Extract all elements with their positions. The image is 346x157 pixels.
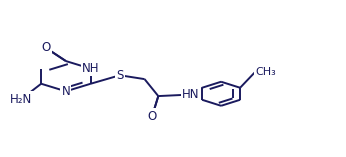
Text: S: S (116, 69, 124, 82)
Text: N: N (62, 85, 70, 98)
Text: CH₃: CH₃ (256, 67, 276, 77)
Text: NH: NH (82, 62, 99, 75)
Text: H₂N: H₂N (10, 93, 33, 106)
Text: HN: HN (182, 88, 200, 101)
Text: O: O (147, 110, 157, 123)
Text: O: O (42, 41, 51, 54)
